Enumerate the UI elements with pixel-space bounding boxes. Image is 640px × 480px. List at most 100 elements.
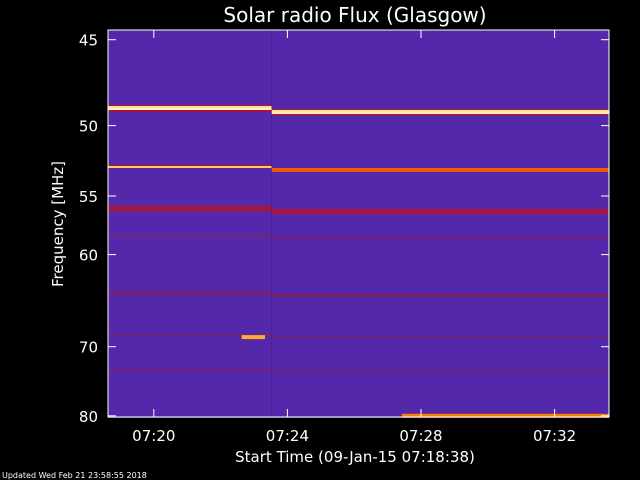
y-tick-label: 55: [79, 188, 98, 206]
spectrogram-row: [108, 74, 272, 76]
spectrogram-row: [108, 198, 272, 200]
spectrogram-row: [108, 126, 272, 128]
spectrogram-row: [271, 86, 609, 88]
spectrogram-row: [108, 236, 272, 238]
spectrogram-row: [108, 296, 272, 298]
spectrogram-row: [271, 216, 609, 218]
spectrogram-row: [271, 308, 609, 310]
y-tick-label: 45: [79, 32, 98, 50]
spectrogram-row: [108, 214, 272, 216]
spectrogram-row: [108, 320, 272, 322]
spectrogram-row: [108, 186, 272, 188]
spectrogram-row: [108, 398, 272, 400]
spectrogram-row: [108, 396, 272, 398]
spectrogram-row: [108, 206, 272, 208]
spectrogram-row: [108, 176, 272, 178]
spectrogram-area: [108, 30, 609, 418]
spectrogram-row: [108, 36, 272, 38]
spectrogram-row: [108, 78, 272, 80]
x-axis-label: Start Time (09-Jan-15 07:18:38): [235, 448, 475, 466]
spectrogram-row: [271, 56, 609, 58]
spectrogram-row: [271, 264, 609, 266]
spectrogram-row: [271, 106, 609, 108]
spectrogram-row: [271, 144, 609, 146]
spectrogram-row: [108, 132, 272, 134]
spectrogram-row: [271, 142, 609, 144]
spectrogram-row: [108, 332, 272, 334]
spectrogram-row: [271, 390, 609, 392]
spectrogram-row: [108, 48, 272, 50]
spectrogram-row: [271, 286, 609, 288]
spectrogram-row: [271, 300, 609, 302]
spectrogram-row: [271, 218, 609, 220]
spectrogram-row: [271, 310, 609, 312]
spectrogram-row: [271, 214, 609, 216]
y-tick-label: 70: [79, 339, 98, 357]
spectrogram-row: [108, 280, 272, 282]
spectrogram-row: [108, 310, 272, 312]
spectrogram-row: [271, 348, 609, 350]
spectrogram-row: [271, 284, 609, 286]
spectrogram-row: [271, 288, 609, 290]
spectrogram-row: [108, 350, 272, 352]
spectrogram-row: [271, 124, 609, 126]
spectrogram-row: [108, 248, 272, 250]
spectrogram-row: [271, 58, 609, 60]
plot-frame: [107, 29, 610, 418]
spectrogram-row: [271, 388, 609, 390]
spectrogram-row: [108, 44, 272, 46]
spectrogram-row: [271, 126, 609, 128]
spectrogram-row: [271, 312, 609, 314]
spectrogram-row: [108, 96, 272, 98]
spectrogram-row: [271, 76, 609, 78]
spectrogram-row: [271, 168, 609, 170]
spectrogram-row: [108, 154, 272, 156]
spectrogram-row: [271, 266, 609, 268]
spectrogram-row: [108, 392, 272, 394]
spectrogram-row: [271, 196, 609, 198]
spectrogram-row: [271, 164, 609, 166]
x-tick-label: 07:32: [533, 427, 576, 445]
spectrogram-row: [108, 218, 272, 220]
spectrogram-row: [108, 330, 272, 332]
spectrogram-row: [271, 338, 609, 340]
spectrogram-row: [271, 32, 609, 34]
spectrogram-row: [108, 318, 272, 320]
spectrogram-row: [271, 372, 609, 374]
spectrogram-row: [271, 160, 609, 162]
spectrogram-row: [108, 232, 272, 234]
spectrogram-row: [271, 328, 609, 330]
y-tick-label: 60: [79, 247, 98, 265]
spectrogram-row: [108, 412, 272, 414]
spectrogram-row: [271, 156, 609, 158]
spectrogram-row: [108, 128, 272, 130]
radio-burst: [401, 413, 609, 418]
spectrogram-row: [271, 394, 609, 396]
spectrogram-row: [108, 246, 272, 248]
updated-footer: Updated Wed Feb 21 23:58:55 2018: [2, 471, 147, 480]
spectrogram-row: [108, 120, 272, 122]
x-tick-label: 07:28: [399, 427, 442, 445]
spectrogram-row: [108, 34, 272, 36]
spectrogram-row: [108, 144, 272, 146]
spectrogram-row: [271, 158, 609, 160]
spectrogram-row: [271, 52, 609, 54]
spectrogram-row: [271, 36, 609, 38]
spectrogram-row: [271, 234, 609, 236]
spectrogram-row: [108, 142, 272, 144]
spectrogram-row: [271, 290, 609, 292]
spectrogram-row: [271, 248, 609, 250]
spectrogram-row: [271, 114, 609, 116]
spectrogram-row: [108, 354, 272, 356]
spectrogram-row: [271, 258, 609, 260]
x-tick-label: 07:24: [266, 427, 309, 445]
spectrogram-row: [108, 146, 272, 148]
spectrogram-row: [271, 194, 609, 196]
y-axis-label: Frequency [MHz]: [49, 161, 67, 287]
spectrogram-row: [271, 112, 609, 114]
spectrogram-row: [108, 174, 272, 176]
spectrogram-row: [271, 48, 609, 50]
spectrogram-row: [271, 282, 609, 284]
spectrogram-row: [108, 342, 272, 344]
spectrogram-row: [108, 348, 272, 350]
